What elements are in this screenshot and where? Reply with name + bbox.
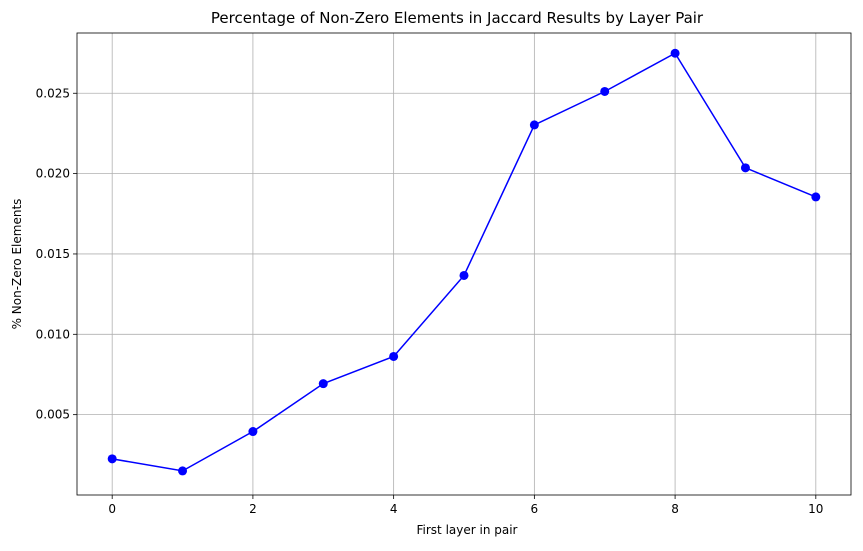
y-tick-label: 0.010 <box>36 327 70 341</box>
x-axis-label: First layer in pair <box>417 523 518 537</box>
x-tick-label: 6 <box>531 502 539 516</box>
series-layer <box>107 48 821 476</box>
y-tick-label: 0.025 <box>36 86 70 100</box>
x-tick-label: 10 <box>808 502 823 516</box>
x-tick-label: 4 <box>390 502 398 516</box>
data-point <box>248 427 258 437</box>
data-point <box>811 192 821 202</box>
data-point <box>178 466 188 476</box>
grid-layer <box>77 33 851 495</box>
y-tick-label: 0.015 <box>36 247 70 261</box>
data-point <box>107 454 117 464</box>
x-tick-label: 2 <box>249 502 257 516</box>
axes-layer <box>76 32 852 496</box>
data-point <box>529 120 539 130</box>
y-tick-label: 0.005 <box>36 408 70 422</box>
axes-frame <box>76 32 852 496</box>
x-tick-label: 8 <box>671 502 679 516</box>
y-axis-label: % Non-Zero Elements <box>10 199 24 330</box>
y-tick-label: 0.020 <box>36 167 70 181</box>
data-point <box>670 48 680 58</box>
chart-title: Percentage of Non-Zero Elements in Jacca… <box>211 9 704 27</box>
data-point <box>600 86 610 96</box>
ticks-layer: 0 2 4 6 8 10 0.005 0.010 0.015 0.020 0.025 <box>36 86 824 516</box>
data-point <box>740 163 750 173</box>
data-point <box>459 270 469 280</box>
data-point <box>318 379 328 389</box>
x-tick-label: 0 <box>108 502 116 516</box>
data-point <box>389 351 399 361</box>
